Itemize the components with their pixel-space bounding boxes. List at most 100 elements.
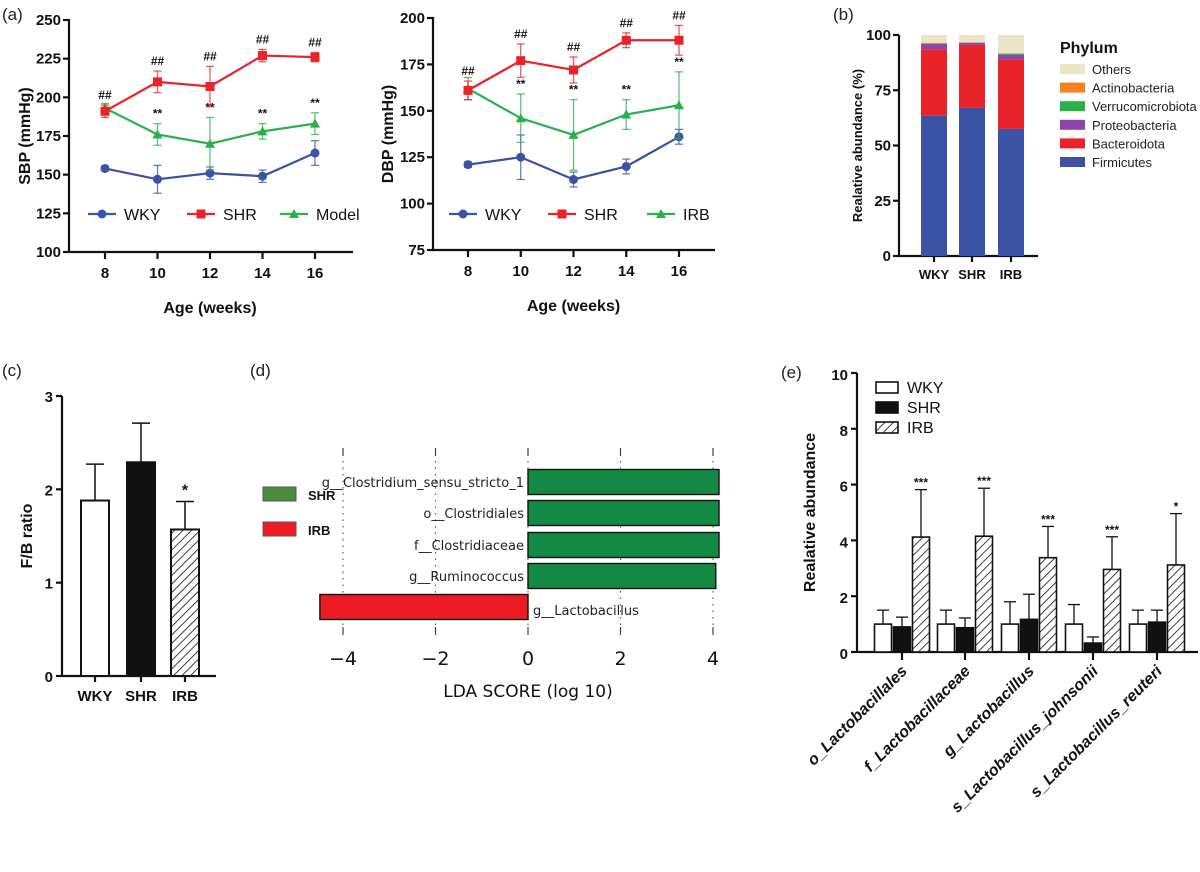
- data-point-irb: [568, 129, 579, 139]
- data-point-shr: [310, 52, 320, 62]
- significance-mark: ##: [256, 32, 270, 46]
- y-tick-label: 3: [45, 389, 53, 406]
- y-tick-label: 50: [874, 138, 891, 155]
- bar-shr: [126, 461, 156, 677]
- bar-wky: [1128, 623, 1148, 653]
- y-tick-label: 0: [883, 248, 891, 265]
- x-tick-label: IRB: [172, 688, 198, 705]
- significance-mark: ##: [461, 64, 475, 78]
- data-point-shr: [153, 77, 162, 87]
- y-tick-label: 1: [45, 576, 53, 593]
- phylum-stacked-bar-chart: 0 25 50 75 100 WKY SHR IRB Realative abundance (…: [850, 27, 1198, 282]
- legend-swatch: [262, 521, 297, 537]
- y-tick-label: 25: [874, 193, 891, 210]
- y-tick-label: 4: [840, 534, 849, 551]
- legend-swatch: [1060, 138, 1085, 149]
- stacked-segment-proteobacteria: [959, 42, 985, 45]
- significance-mark: ***: [914, 476, 928, 490]
- data-point-wky: [463, 160, 473, 170]
- legend-swatch: [1060, 64, 1085, 74]
- bar-shr: [892, 626, 912, 653]
- y-tick-label: 150: [36, 167, 61, 184]
- lda-score-chart: −4 −2 0 2 4 g__Clostridium_sensu_stricto_1 o__…: [262, 448, 720, 702]
- y-tick-label: 125: [400, 149, 425, 166]
- significance-mark: **: [674, 55, 684, 69]
- legend-swatch: [875, 421, 899, 434]
- panel-label-c: (c): [2, 361, 22, 380]
- legend-label-shr: SHR: [584, 207, 618, 224]
- stacked-segment-firmicutes: [998, 128, 1024, 256]
- y-tick-label: 6: [840, 479, 848, 496]
- stacked-segment-bacteroidota: [998, 59, 1024, 129]
- data-point-irb: [674, 100, 684, 110]
- y-tick-label: 100: [866, 27, 891, 44]
- significance-mark: **: [153, 107, 163, 121]
- x-tick-label: SHR: [125, 688, 157, 705]
- x-tick-label: f_Lactobacillaceae: [861, 663, 974, 776]
- legend-label-shr: SHR: [907, 400, 941, 417]
- legend-swatch: [1060, 101, 1085, 112]
- x-tick-label: 14: [254, 265, 271, 282]
- stacked-segment-others: [998, 35, 1024, 54]
- stacked-segment-others: [921, 35, 947, 43]
- data-point-wky: [310, 148, 320, 158]
- y-tick-label: 175: [36, 128, 61, 145]
- significance-mark: ##: [308, 35, 322, 49]
- legend-marker: [557, 209, 567, 219]
- data-point-model: [310, 118, 320, 128]
- y-tick-label: 8: [840, 423, 848, 440]
- y-axis-title: F/B ratio: [19, 503, 36, 568]
- y-axis-title: DBP (mmHg): [380, 85, 397, 183]
- data-point-shr: [674, 35, 684, 45]
- legend-label-wky: WKY: [907, 380, 944, 397]
- feature-label: f__Clostridiaceae: [414, 539, 524, 554]
- data-point-irb: [621, 109, 632, 119]
- legend-label-shr: SHR: [308, 488, 336, 503]
- x-tick-label: s_Lactobacillus_reuteri: [1027, 662, 1166, 801]
- y-tick-label: 2: [45, 482, 53, 499]
- x-tick-label: 8: [101, 265, 109, 282]
- feature-label: g__Clostridium_sensu_stricto_1: [322, 476, 524, 491]
- data-point-irb: [515, 113, 526, 123]
- x-tick-label: 2: [614, 648, 626, 670]
- stacked-segment-others: [959, 35, 985, 43]
- x-tick-label: SHR: [958, 267, 986, 282]
- stacked-segment-firmicutes: [959, 107, 985, 257]
- significance-mark: ##: [151, 54, 165, 68]
- significance-mark: ##: [620, 16, 634, 30]
- legend-label-irb: IRB: [907, 420, 934, 437]
- data-point-model: [205, 138, 215, 148]
- bar-wky: [936, 623, 956, 653]
- legend-marker: [97, 209, 107, 219]
- sbp-line-chart: 100 125 150 175 200 225 250 8 10 12 14 16 Age (weeks…: [17, 12, 360, 317]
- x-tick-label: 8: [464, 263, 472, 280]
- legend-label-wky: WKY: [485, 207, 522, 224]
- y-tick-label: 10: [831, 367, 848, 384]
- lda-bar-irb: [319, 593, 529, 621]
- legend-swatch: [1060, 82, 1085, 93]
- data-point-wky: [569, 174, 578, 184]
- data-point-wky: [621, 161, 631, 171]
- y-axis-title: Realative abundance: [802, 433, 819, 592]
- x-axis-title: Age (weeks): [163, 300, 256, 317]
- data-point-shr: [516, 56, 526, 66]
- data-point-shr: [205, 82, 215, 92]
- x-tick-label: WKY: [78, 688, 113, 705]
- x-tick-label: WKY: [919, 267, 950, 282]
- lactobacillus-abundance-chart: 0246810***o_Lactobacillales***f_Lactobac…: [802, 367, 1198, 816]
- bar-wky: [873, 623, 893, 653]
- feature-label: g__Lactobacillus: [533, 604, 639, 619]
- y-tick-label: 200: [400, 10, 425, 27]
- significance-mark: **: [622, 83, 632, 97]
- legend-marker: [656, 209, 666, 218]
- significance-mark: **: [310, 96, 320, 110]
- legend-swatch: [1060, 119, 1085, 130]
- legend-swatch: [875, 381, 899, 394]
- legend-label-model: Model: [316, 207, 360, 224]
- legend-label-verrucomicrobiota: Verrucomicrobiota: [1092, 99, 1198, 114]
- feature-label: o__Clostridiales: [423, 507, 524, 522]
- y-tick-label: 100: [400, 196, 425, 213]
- y-tick-label: 0: [45, 669, 53, 686]
- y-tick-label: 75: [408, 242, 425, 259]
